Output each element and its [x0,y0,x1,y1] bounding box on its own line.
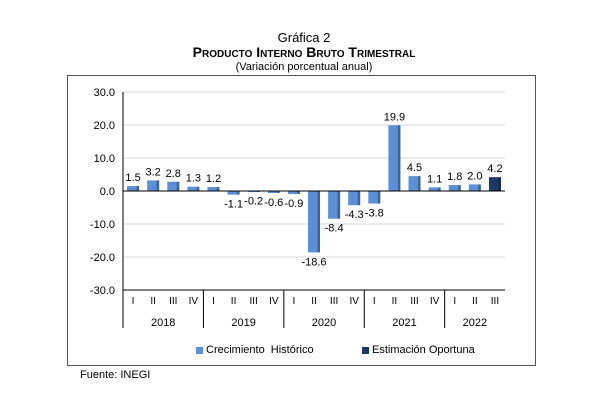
source-note: Fuente: INEGI [80,369,151,381]
bar [348,191,361,206]
bar-shade [438,187,441,191]
data-label: 1.3 [186,173,201,185]
data-label: -0.6 [264,197,283,209]
bar-shade [297,191,300,194]
bar [167,181,180,191]
bar [328,191,341,219]
data-label: 4.5 [407,162,422,174]
quarter-label: I [293,296,296,307]
bar-shade [357,191,361,206]
y-tick-label: -30.0 [90,285,115,297]
quarter-label: I [132,296,135,307]
data-label: 1.5 [125,172,140,184]
bar [468,184,481,191]
bar-shade [458,185,461,191]
quarter-label: III [330,296,338,307]
data-label: 1.1 [427,173,442,185]
chart-title: Producto Interno Bruto Trimestral [192,44,416,60]
bar-shade [277,191,280,193]
quarter-label: I [373,296,376,307]
quarter-label: I [212,296,215,307]
bar-shade [418,176,421,191]
data-label: -3.8 [365,208,384,220]
quarter-label: II [392,296,398,307]
data-label: 1.8 [447,171,462,183]
legend-swatch [362,346,369,354]
bar-shade [176,181,180,191]
bar [187,186,200,191]
bar [147,180,160,191]
bar-shade [216,187,220,191]
bar [207,187,220,191]
y-tick-label: 10.0 [94,153,115,165]
quarter-label: II [311,296,317,307]
quarter-label: III [169,296,177,307]
chart-frame [67,75,536,366]
data-label: 2.8 [166,168,181,180]
y-tick-label: -20.0 [90,252,115,264]
y-tick-label: 0.0 [100,186,115,198]
legend-label: Estimación Oportuna [372,344,475,356]
bar [388,125,401,191]
year-label: 2022 [463,317,487,329]
quarter-label: III [410,296,418,307]
quarter-label: IV [189,296,199,307]
quarter-label: II [150,296,156,307]
data-label: -0.9 [284,198,303,210]
data-label: 19.9 [384,111,405,123]
bar-shade [377,191,381,204]
data-label: -0.2 [244,196,263,208]
year-label: 2018 [151,317,175,329]
year-label: 2019 [231,317,255,329]
quarter-label: III [491,296,499,307]
bar [127,186,140,191]
bar [368,191,381,204]
data-label: -8.4 [325,223,344,235]
data-label: 1.2 [206,173,221,185]
bar-shade [478,184,481,191]
data-label: 2.0 [467,170,482,182]
legend-item-estimacion: Estimación Oportuna [362,344,475,356]
bar-shade [317,191,320,253]
quarter-label: IV [349,296,359,307]
quarter-label: II [231,296,237,307]
y-tick-label: 20.0 [94,120,115,132]
year-label: 2021 [392,317,416,329]
data-label: -4.3 [345,209,364,221]
bar-shade [397,125,401,191]
quarter-label: IV [430,296,440,307]
bar [227,191,240,195]
bar [308,191,320,253]
bar-shade [237,191,240,195]
quarter-label: III [250,296,258,307]
data-label: 4.2 [487,163,502,175]
bar-shade [498,177,501,191]
bar [488,177,501,191]
year-label: 2020 [312,317,336,329]
y-tick-label: 30.0 [94,87,115,99]
bar [408,176,421,191]
bar-shade [337,191,341,219]
data-label: -18.6 [301,256,326,268]
legend-label: Crecimiento Histórico [206,344,314,356]
legend-swatch [196,346,203,354]
legend-item-historico: Crecimiento Histórico [196,344,314,356]
data-label: 3.2 [146,166,161,178]
quarter-label: I [453,296,456,307]
y-tick-label: -10.0 [90,219,115,231]
bar [267,191,280,193]
bar-shade [156,180,160,191]
bar-shade [136,186,140,191]
chart-title-prefix: Gráfica 2 [277,30,331,45]
data-label: -1.1 [224,199,243,211]
bar-shade [196,186,200,191]
quarter-label: IV [269,296,279,307]
quarter-label: II [472,296,478,307]
bar [428,187,441,191]
bar [448,185,461,191]
bar [287,191,300,194]
chart-subtitle: (Variación porcentual anual) [235,61,373,73]
